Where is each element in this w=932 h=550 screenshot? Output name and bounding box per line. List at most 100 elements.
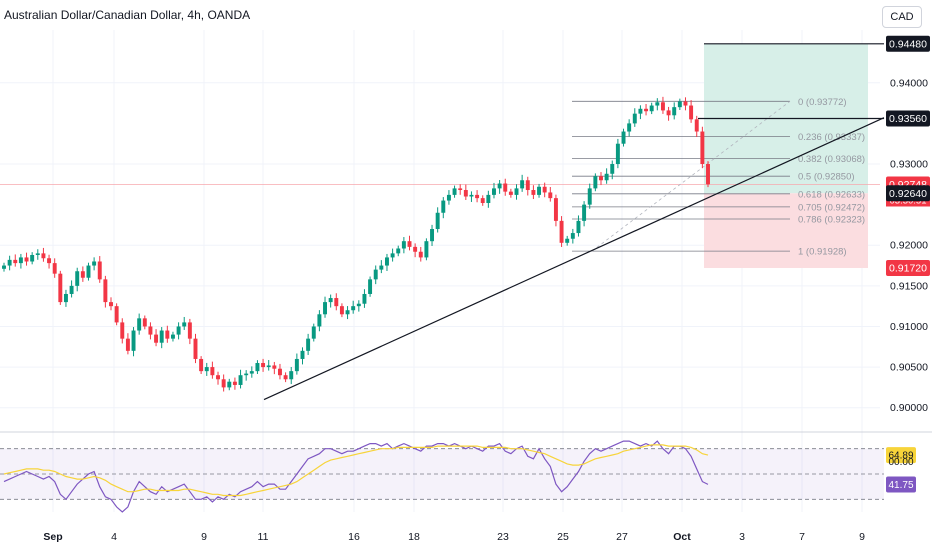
candle-body[interactable] [272,365,277,369]
candle-body[interactable] [232,381,237,385]
rsi-line[interactable] [3,440,709,513]
candle-body[interactable] [356,303,361,307]
candle-body[interactable] [306,338,311,351]
candle-body[interactable] [221,379,226,388]
candle-body[interactable] [266,365,271,368]
candle-body[interactable] [210,367,215,376]
candle-body[interactable] [165,330,170,339]
candle-body[interactable] [587,188,592,205]
candle-body[interactable] [480,198,485,204]
candle-body[interactable] [694,119,699,132]
candle-body[interactable] [379,265,384,270]
candle-body[interactable] [351,306,356,311]
candle-body[interactable] [114,306,119,323]
candle-body[interactable] [497,183,502,189]
candle-body[interactable] [492,188,496,195]
candle-body[interactable] [345,310,350,315]
candle-body[interactable] [503,183,508,192]
candle-body[interactable] [632,113,637,124]
candle-body[interactable] [103,279,108,303]
candle-body[interactable] [570,233,575,239]
candle-body[interactable] [638,108,643,114]
candle-body[interactable] [452,188,457,195]
candle-body[interactable] [176,326,181,335]
candle-body[interactable] [621,131,626,144]
candle-body[interactable] [30,254,35,262]
candle-body[interactable] [446,194,451,201]
candle-body[interactable] [148,326,153,335]
candle-body[interactable] [610,164,615,174]
candle-body[interactable] [58,273,63,303]
candle-body[interactable] [655,102,660,106]
candle-body[interactable] [525,180,530,191]
candle-body[interactable] [486,194,491,204]
candle-body[interactable] [317,314,322,327]
candle-body[interactable] [170,334,175,339]
candle-body[interactable] [323,302,327,315]
candle-body[interactable] [593,176,598,189]
candle-body[interactable] [244,373,249,376]
candle-body[interactable] [334,298,339,307]
candle-body[interactable] [683,101,688,106]
candle-body[interactable] [13,259,18,264]
candle-body[interactable] [328,298,333,303]
candle-body[interactable] [339,306,344,315]
candle-body[interactable] [559,220,564,243]
candle-body[interactable] [199,358,204,372]
candle-body[interactable] [300,350,305,359]
rsi-ma-line[interactable] [3,444,709,497]
candle-body[interactable] [80,271,85,278]
candle-body[interactable] [52,263,57,274]
candle-body[interactable] [401,241,406,249]
candle-body[interactable] [125,338,130,351]
candle-body[interactable] [109,302,113,307]
trend-line[interactable] [263,117,885,401]
candle-body[interactable] [216,375,220,380]
candle-body[interactable] [373,269,378,280]
candle-body[interactable] [689,105,694,120]
candle-body[interactable] [204,367,209,372]
candle-body[interactable] [537,186,542,195]
candle-body[interactable] [599,176,603,181]
candle-body[interactable] [35,253,40,255]
candle-body[interactable] [582,204,587,221]
candle-body[interactable] [441,200,446,213]
candle-body[interactable] [660,102,665,111]
candle-body[interactable] [644,108,649,112]
candle-body[interactable] [396,248,401,254]
candle-body[interactable] [142,318,147,327]
candle-body[interactable] [390,253,395,258]
candle-body[interactable] [154,334,159,343]
candle-body[interactable] [294,358,299,372]
candle-body[interactable] [261,363,266,368]
candle-body[interactable] [627,123,632,132]
candle-body[interactable] [97,261,102,280]
candle-body[interactable] [277,368,282,376]
candle-body[interactable] [368,279,373,294]
candle-body[interactable] [413,246,418,252]
candle-body[interactable] [520,180,525,189]
candle-body[interactable] [677,101,682,108]
candle-body[interactable] [159,330,164,343]
candle-body[interactable] [120,322,125,339]
candle-body[interactable] [430,229,435,242]
candle-body[interactable] [531,190,536,195]
candle-body[interactable] [92,261,97,266]
candle-body[interactable] [283,375,288,380]
candle-body[interactable] [7,259,12,266]
candle-body[interactable] [514,188,519,195]
candle-body[interactable] [385,257,389,266]
candle-body[interactable] [666,110,671,116]
candle-body[interactable] [69,285,74,294]
candle-body[interactable] [672,107,677,116]
candle-body[interactable] [508,191,513,195]
candle-body[interactable] [63,293,68,303]
candle-body[interactable] [187,322,192,339]
candle-body[interactable] [548,192,553,199]
candle-body[interactable] [249,371,254,374]
candle-body[interactable] [75,271,80,286]
candle-body[interactable] [182,322,187,327]
candle-body[interactable] [47,258,52,264]
candle-body[interactable] [24,257,29,262]
